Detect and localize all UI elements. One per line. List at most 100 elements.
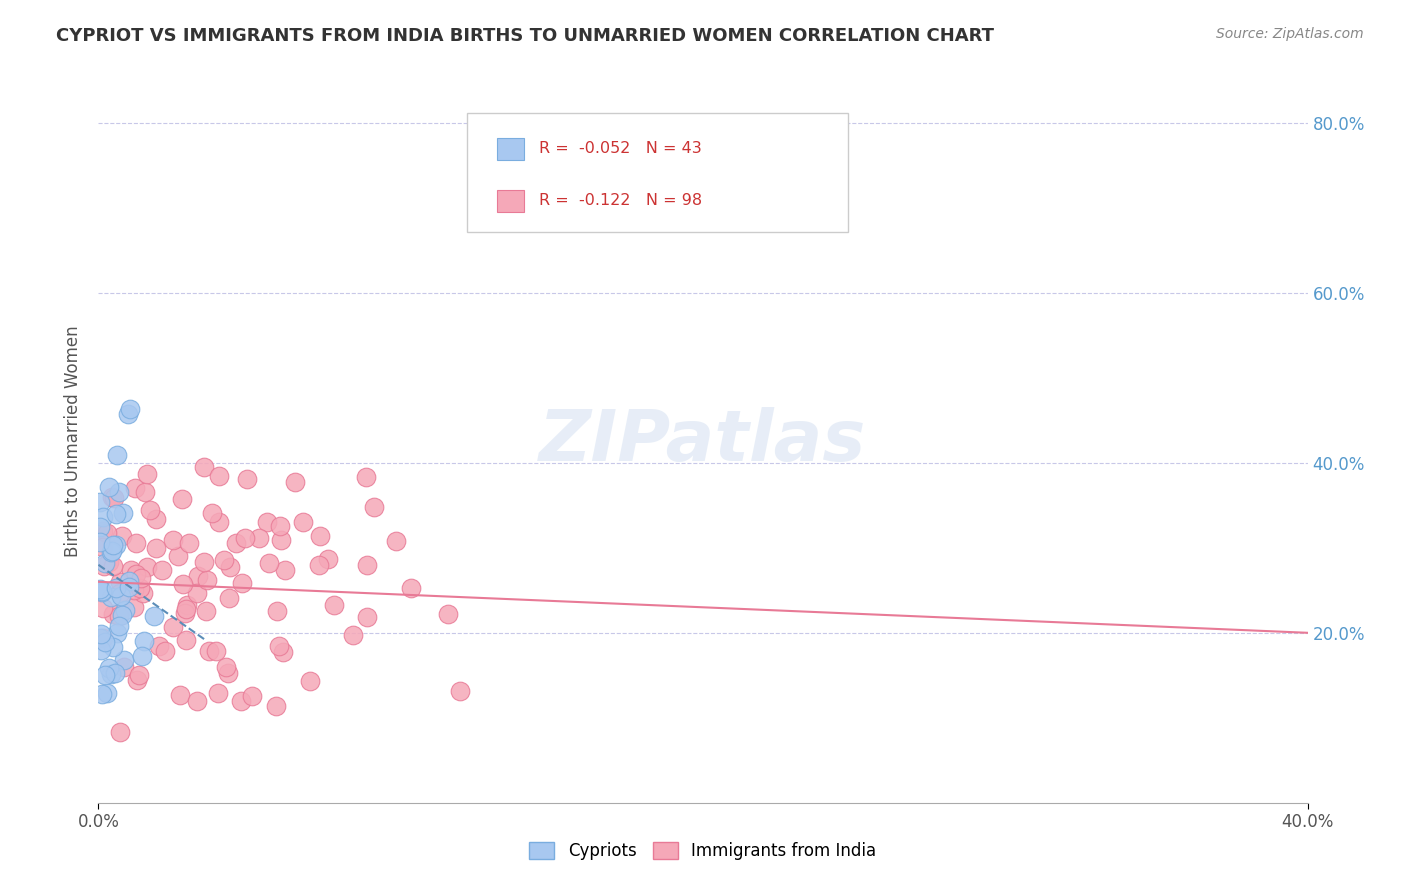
Point (363, 500, 385, 515)
Point (118, 574, 141, 588)
Point (173, 607, 195, 621)
Point (89, 535, 111, 549)
Point (207, 686, 229, 700)
Point (114, 603, 136, 617)
Point (270, 533, 292, 548)
Point (121, 563, 143, 577)
Point (105, 626, 128, 640)
Point (132, 586, 155, 600)
Point (131, 571, 153, 585)
Point (111, 607, 134, 622)
Point (125, 567, 148, 582)
Point (90, 643, 112, 657)
Point (236, 472, 259, 486)
Point (385, 533, 408, 548)
Point (125, 673, 148, 688)
Point (138, 503, 160, 517)
Point (91, 540, 114, 554)
Point (108, 574, 131, 589)
Point (240, 690, 263, 704)
Point (107, 448, 129, 462)
Point (91, 510, 114, 524)
Point (186, 585, 208, 599)
Point (229, 694, 252, 708)
Legend: Cypriots, Immigrants from India: Cypriots, Immigrants from India (523, 835, 883, 867)
Point (100, 667, 122, 681)
Point (107, 618, 129, 632)
Point (136, 467, 159, 481)
Text: Source: ZipAtlas.com: Source: ZipAtlas.com (1216, 27, 1364, 41)
Point (89, 631, 111, 645)
Point (214, 659, 236, 673)
Point (110, 586, 132, 600)
Point (219, 559, 242, 574)
Point (145, 541, 167, 555)
Point (274, 562, 297, 576)
Point (132, 634, 155, 648)
Point (98, 661, 121, 675)
Point (112, 653, 135, 667)
Point (104, 508, 127, 522)
Point (187, 569, 209, 583)
Point (197, 644, 219, 658)
Point (117, 407, 139, 421)
Point (91, 688, 114, 702)
Point (170, 492, 193, 507)
Point (437, 607, 460, 621)
Point (96, 686, 118, 700)
Point (91, 601, 114, 615)
Point (308, 528, 330, 542)
Text: R =  -0.122   N = 98: R = -0.122 N = 98 (538, 194, 702, 209)
Point (200, 507, 222, 521)
Point (217, 666, 239, 681)
Point (101, 539, 124, 553)
Point (162, 533, 184, 548)
Point (98, 555, 121, 569)
Point (93, 556, 115, 570)
Point (208, 469, 231, 483)
Bar (498, 190, 524, 211)
Point (174, 633, 197, 648)
Point (89, 582, 111, 596)
Point (169, 689, 191, 703)
Point (128, 668, 150, 682)
Point (134, 485, 156, 500)
Point (91, 585, 114, 599)
Point (124, 582, 146, 597)
Point (176, 599, 198, 613)
Point (129, 581, 152, 595)
Point (97, 480, 120, 494)
Point (104, 538, 127, 552)
Point (218, 591, 240, 605)
Point (298, 673, 321, 688)
Point (111, 529, 134, 543)
Point (267, 639, 290, 653)
Point (118, 580, 141, 594)
Point (264, 699, 287, 714)
Point (90, 627, 112, 641)
Point (269, 519, 291, 533)
Point (172, 577, 194, 591)
Point (186, 694, 208, 708)
Point (122, 599, 145, 614)
Point (101, 640, 124, 655)
Point (195, 573, 218, 587)
Point (292, 515, 315, 529)
Point (125, 536, 148, 550)
Point (103, 559, 125, 574)
Point (112, 506, 135, 520)
Point (193, 459, 215, 474)
Point (257, 557, 280, 571)
FancyBboxPatch shape (467, 112, 848, 232)
Point (143, 608, 166, 623)
Point (177, 535, 200, 549)
Text: R =  -0.052   N = 43: R = -0.052 N = 43 (538, 142, 702, 156)
Point (166, 549, 188, 563)
Point (145, 512, 167, 526)
Point (94, 634, 117, 648)
Point (100, 590, 122, 604)
Point (100, 545, 122, 559)
Point (91, 631, 114, 645)
Point (155, 644, 177, 658)
Point (323, 599, 346, 613)
